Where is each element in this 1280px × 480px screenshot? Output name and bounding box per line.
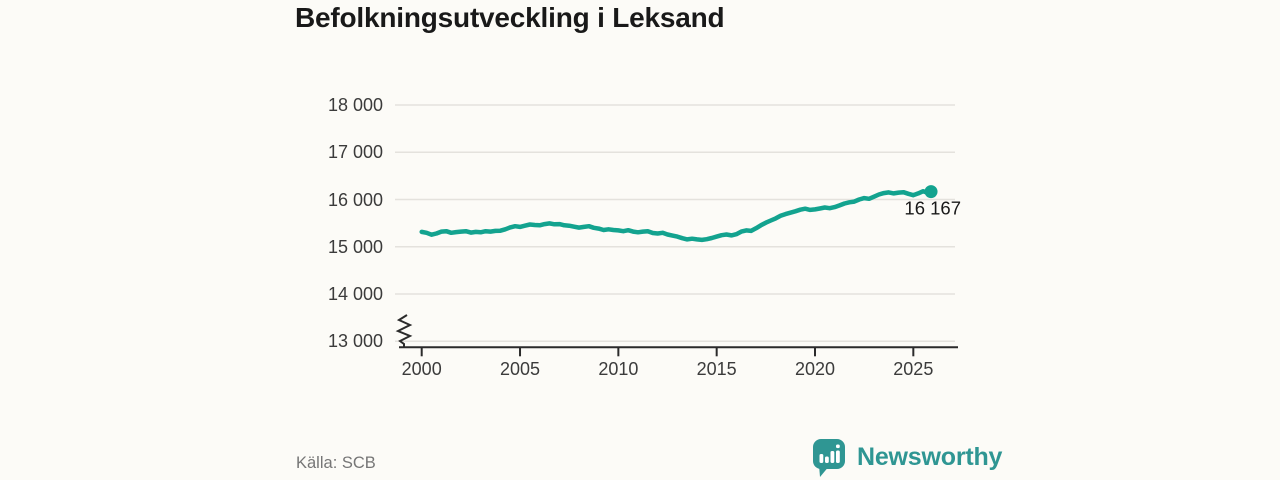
- y-tick-label: 18 000: [327, 95, 383, 115]
- y-tick-label: 15 000: [327, 236, 383, 257]
- y-tick-label: 13 000: [327, 331, 383, 352]
- x-tick-label: 2025: [893, 359, 934, 379]
- latest-value-label: 16 167: [904, 198, 961, 219]
- logo-bubble: [813, 438, 845, 469]
- x-tick-label: 2005: [499, 359, 541, 379]
- logo-bar: [819, 453, 824, 463]
- x-tick-label: 2000: [401, 359, 442, 379]
- source-note: Källa: SCB: [296, 454, 376, 472]
- y-tick-label: 14 000: [327, 284, 383, 304]
- newsworthy-wordmark: Newsworthy: [857, 442, 1003, 471]
- x-tick-label: 2015: [696, 359, 737, 379]
- logo-bubble-tail: [819, 464, 830, 477]
- population-line-chart: 16 167: [395, 104, 961, 357]
- logo-exclamation-bar: [836, 450, 840, 463]
- logo-bar: [830, 450, 835, 463]
- y-tick-label: 16 000: [327, 189, 383, 210]
- logo-bar: [825, 456, 829, 463]
- y-tick-label: 17 000: [327, 142, 383, 163]
- population-line: [419, 188, 934, 243]
- x-tick-label: 2020: [794, 359, 836, 379]
- x-tick-label: 2010: [598, 359, 639, 379]
- latest-value-dot: [924, 185, 938, 199]
- newsworthy-logo-icon: [813, 438, 845, 477]
- logo-exclamation-dot: [836, 444, 840, 448]
- newsworthy-branding: Newsworthy: [810, 437, 1002, 477]
- chart-title: Befolkningsutveckling i Leksand: [295, 2, 725, 33]
- axis-break-icon: [395, 314, 413, 347]
